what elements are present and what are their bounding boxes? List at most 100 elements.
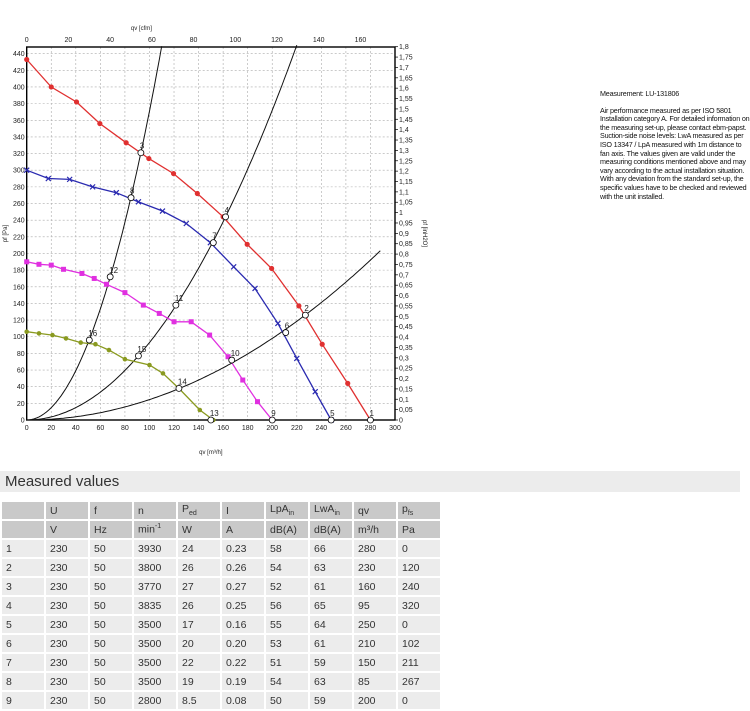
y2-tick-label: 1,8 (399, 44, 409, 51)
x-tick-label: 240 (315, 425, 327, 432)
y-tick-label: 420 (13, 68, 25, 75)
operating-point-marker (327, 416, 335, 424)
table-cell: 26 (178, 597, 220, 614)
table-cell: 27 (178, 578, 220, 595)
operating-point-label: 6 (285, 322, 290, 331)
data-point-diamond (197, 407, 203, 413)
table-cell: 50 (90, 654, 132, 671)
operating-point-label: 11 (175, 294, 184, 303)
y2-tick-label: 1,45 (399, 117, 413, 124)
table-cell: 50 (90, 692, 132, 709)
operating-point-label: 12 (109, 266, 118, 275)
table-cell: 59 (310, 654, 352, 671)
table-row: 3 230 50 3770 27 0.27 52 61 160 240 (2, 578, 440, 595)
table-cell: 50 (90, 635, 132, 652)
table-cell: 230 (354, 559, 396, 576)
table-cell: 9 (2, 692, 44, 709)
measured-values-title: Measured values (5, 473, 120, 490)
y2-tick-label: 0,15 (399, 386, 413, 393)
table-cell: 95 (354, 597, 396, 614)
y-tick-label: 200 (13, 251, 25, 258)
data-point-square (24, 259, 30, 265)
data-point-square (91, 275, 97, 281)
operating-point-marker (209, 239, 217, 247)
table-cell: 150 (354, 654, 396, 671)
y-tick-label: 160 (13, 284, 25, 291)
table-cell: 250 (354, 616, 396, 633)
data-point-circle (146, 155, 152, 162)
y2-tick-label: 0,45 (399, 324, 413, 331)
data-point-circle (296, 303, 302, 309)
data-point-diamond (50, 332, 55, 338)
operating-point-label: 1 (369, 409, 374, 418)
data-point-square (140, 302, 146, 308)
y2-tick-label: 0,1 (399, 397, 409, 404)
y2-tick-label: 1 (399, 210, 403, 217)
operating-point-label: 9 (271, 409, 276, 418)
system-resistance-curve (26, 46, 163, 421)
x-tick-label: 60 (96, 425, 104, 432)
y2-tick-label: 1,25 (399, 158, 413, 165)
x2-tick-label: 100 (229, 37, 241, 44)
x-tick-label: 120 (168, 425, 180, 432)
x2-axis-label: qv [cfm] (131, 26, 152, 32)
data-point-circle (194, 190, 200, 197)
table-cell: 2 (2, 559, 44, 576)
operating-point-marker (301, 311, 309, 319)
table-cell: 51 (266, 654, 308, 671)
column-header: pfs (398, 502, 440, 519)
y2-tick-label: 1,1 (399, 189, 409, 196)
table-row: 8 230 50 3500 19 0.19 54 63 85 267 (2, 673, 440, 690)
y2-tick-label: 0,4 (399, 335, 409, 342)
table-cell: 3 (2, 578, 44, 595)
table-cell: 26 (178, 559, 220, 576)
table-cell: 102 (398, 635, 440, 652)
data-point-x (293, 355, 300, 362)
data-point-x (45, 175, 52, 182)
y2-tick-label: 0,5 (399, 314, 409, 321)
data-point-diamond (122, 356, 128, 362)
y2-tick-label: 1,6 (399, 86, 409, 93)
data-point-square (48, 262, 54, 268)
table-cell: 85 (354, 673, 396, 690)
x2-tick-label: 160 (355, 37, 367, 44)
table-cell: 230 (46, 597, 88, 614)
y2-tick-label: 0,6 (399, 293, 409, 300)
operating-point-marker (135, 352, 142, 360)
table-cell: 3500 (134, 635, 176, 652)
x2-tick-label: 120 (271, 37, 283, 44)
operating-point-marker (222, 213, 229, 221)
table-cell: 55 (266, 616, 308, 633)
table-cell: 3500 (134, 616, 176, 633)
data-point-square (188, 319, 194, 325)
data-point-diamond (78, 340, 84, 345)
operating-point-label: 14 (178, 377, 187, 386)
table-cell: 8 (2, 673, 44, 690)
table-cell: 0.23 (222, 540, 264, 557)
y-tick-label: 240 (13, 218, 25, 225)
table-cell: 50 (90, 578, 132, 595)
data-point-square (207, 332, 213, 338)
x-tick-label: 0 (25, 425, 29, 432)
table-cell: 0 (398, 616, 440, 633)
table-cell: 65 (310, 597, 352, 614)
column-unit: Pa (398, 521, 440, 538)
data-point-x (252, 285, 258, 292)
operating-point-marker (127, 194, 135, 202)
column-unit: dB(A) (266, 521, 308, 538)
data-point-circle (97, 120, 103, 127)
table-cell: 50 (90, 559, 132, 576)
y-tick-label: 360 (13, 118, 25, 125)
y2-tick-label: 0,3 (399, 355, 409, 362)
data-point-square (36, 261, 42, 267)
operating-point-marker (207, 416, 215, 424)
operating-point-label: 7 (212, 232, 217, 241)
y2-tick-label: 0 (399, 418, 403, 425)
data-point-diamond (93, 341, 98, 347)
operating-point-marker (106, 273, 114, 281)
table-cell: 50 (90, 616, 132, 633)
column-header: n (134, 502, 176, 519)
operating-point-marker (175, 384, 183, 392)
table-cell: 58 (266, 540, 308, 557)
